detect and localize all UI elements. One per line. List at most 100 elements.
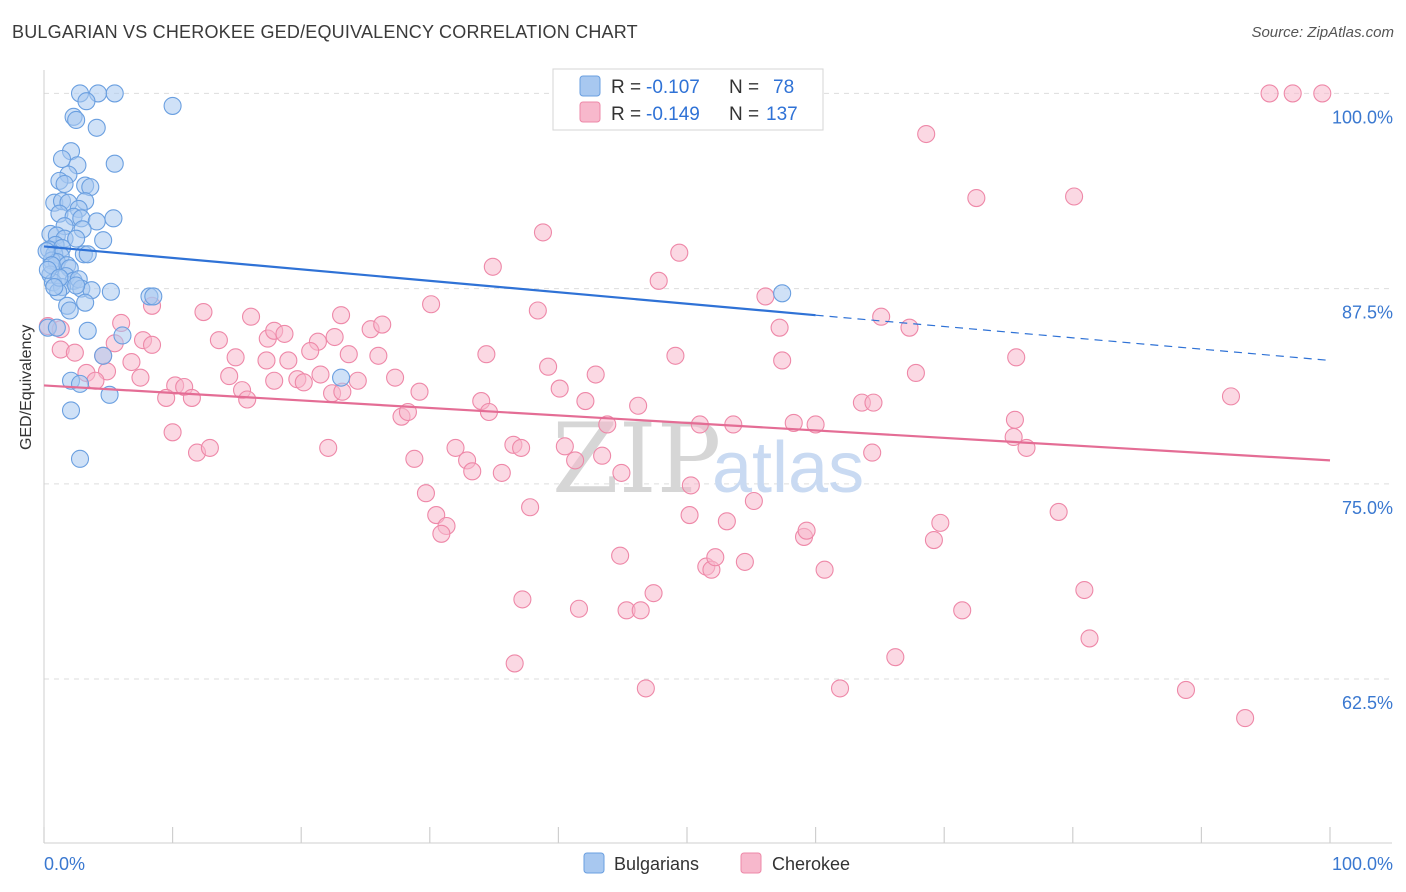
cherokee-point bbox=[405, 449, 424, 468]
cherokee-point bbox=[275, 324, 294, 343]
bulgarian-point bbox=[67, 276, 86, 295]
cherokee-point bbox=[555, 437, 574, 456]
cherokee-point bbox=[612, 463, 631, 482]
cherokee-point bbox=[1260, 84, 1279, 103]
cherokee-point bbox=[1313, 84, 1332, 103]
cherokee-point bbox=[886, 648, 905, 667]
cherokee-point bbox=[209, 331, 228, 350]
cherokee-point bbox=[301, 342, 320, 361]
legend-n-value: 137 bbox=[766, 104, 798, 125]
cherokee-point bbox=[706, 548, 725, 567]
cherokee-point bbox=[369, 346, 388, 365]
cherokee-point bbox=[1075, 580, 1094, 600]
y-tick-label: 87.5% bbox=[1342, 303, 1393, 323]
cherokee-point bbox=[784, 413, 803, 432]
cherokee-point bbox=[410, 382, 429, 401]
cherokee-point bbox=[1221, 387, 1241, 406]
bulgarian-point bbox=[163, 96, 182, 115]
legend-r-value: -0.107 bbox=[646, 77, 700, 98]
axes bbox=[43, 70, 1392, 844]
cherokee-point bbox=[194, 303, 213, 322]
bulgarian-point bbox=[104, 209, 123, 228]
bulgarian-trend-projection bbox=[815, 314, 1331, 362]
source-credit: Source: ZipAtlas.com bbox=[1251, 24, 1394, 41]
y-tick-label: 62.5% bbox=[1342, 693, 1393, 713]
bulgarian-point bbox=[332, 368, 351, 387]
cherokee-point bbox=[670, 243, 689, 262]
cherokee-point bbox=[332, 306, 351, 325]
cherokee-point bbox=[200, 438, 219, 457]
bulgarian-point bbox=[105, 84, 124, 103]
cherokee-point bbox=[598, 415, 617, 434]
legend-r-value: -0.149 bbox=[646, 104, 700, 125]
cherokee-point bbox=[131, 368, 150, 387]
gridlines bbox=[44, 92, 1392, 680]
bulgarian-point bbox=[78, 245, 97, 264]
legend-n-label: N = bbox=[729, 77, 759, 98]
legend-n-label: N = bbox=[729, 104, 759, 125]
bottom-legend-swatch-pink bbox=[740, 852, 762, 874]
bulgarian-point bbox=[55, 174, 74, 194]
bulgarian-point bbox=[67, 110, 86, 130]
cherokee-point bbox=[220, 367, 239, 386]
cherokee-point bbox=[830, 679, 850, 698]
cherokee-point bbox=[279, 351, 298, 370]
cherokee-point bbox=[863, 443, 882, 462]
cherokee-point bbox=[629, 396, 648, 415]
cherokee-point bbox=[265, 371, 284, 390]
bulgarian-point bbox=[78, 321, 97, 340]
cherokee-point bbox=[492, 463, 511, 482]
cherokee-point bbox=[513, 590, 532, 609]
series-legend: Bulgarians Cherokee bbox=[583, 852, 850, 874]
cherokee-point bbox=[666, 346, 685, 365]
cherokee-point bbox=[1080, 629, 1099, 648]
cherokee-point bbox=[432, 524, 451, 543]
cherokee-point bbox=[1176, 680, 1196, 700]
cherokee-point bbox=[86, 371, 105, 390]
cherokee-point bbox=[744, 491, 763, 511]
cherokee-point bbox=[593, 446, 612, 465]
bulgarian-point bbox=[76, 293, 95, 312]
bulgarian-point bbox=[94, 346, 113, 365]
cherokee-point bbox=[182, 388, 201, 407]
bulgarian-point bbox=[47, 318, 66, 337]
bulgarian-point bbox=[87, 118, 106, 137]
cherokee-point bbox=[528, 301, 547, 320]
cherokee-points bbox=[38, 84, 1332, 728]
cherokee-point bbox=[872, 307, 891, 326]
cherokee-point bbox=[521, 498, 540, 517]
cherokee-point bbox=[348, 371, 367, 390]
cherokee-point bbox=[339, 345, 358, 364]
cherokee-point bbox=[770, 318, 789, 337]
cherokee-point bbox=[142, 335, 162, 354]
cherokee-point bbox=[864, 393, 883, 412]
bulgarian-point bbox=[101, 282, 120, 301]
cherokee-point bbox=[386, 368, 405, 387]
cherokee-point bbox=[477, 345, 496, 364]
cherokee-point bbox=[311, 365, 330, 384]
watermark-atlas: atlas bbox=[712, 428, 864, 508]
cherokee-point bbox=[773, 351, 792, 370]
cherokee-point bbox=[797, 521, 816, 540]
cherokee-point bbox=[241, 307, 261, 326]
x-tick-label: 0.0% bbox=[44, 854, 85, 874]
cherokee-point bbox=[900, 318, 919, 337]
bulgarian-point bbox=[45, 278, 64, 297]
cherokee-point bbox=[735, 552, 754, 571]
cherokee-point bbox=[512, 438, 531, 457]
cherokee-point bbox=[680, 506, 699, 525]
cherokee-point bbox=[644, 584, 663, 603]
cherokee-point bbox=[226, 348, 245, 367]
cherokee-point bbox=[931, 513, 950, 532]
bulgarian-point bbox=[773, 284, 792, 303]
cherokee-point bbox=[631, 601, 650, 620]
bottom-legend-swatch-blue bbox=[583, 852, 605, 874]
cherokee-point bbox=[649, 271, 668, 290]
legend-swatch-pink bbox=[579, 101, 601, 123]
cherokee-point bbox=[416, 484, 435, 503]
bulgarian-point bbox=[61, 401, 81, 420]
cherokee-point bbox=[163, 423, 182, 442]
bottom-legend-cherokee: Cherokee bbox=[772, 854, 850, 874]
cherokee-point bbox=[505, 654, 524, 673]
cherokee-point bbox=[815, 560, 834, 579]
